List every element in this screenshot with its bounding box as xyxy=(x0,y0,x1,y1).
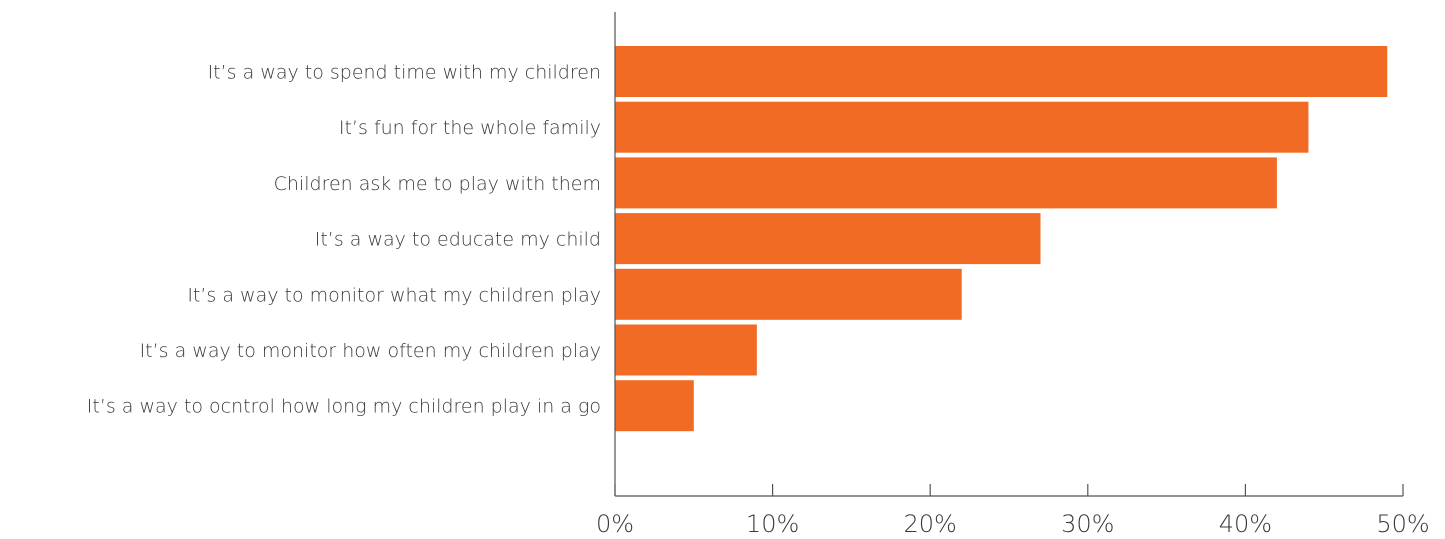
bar-5 xyxy=(615,268,962,320)
x-tick-label-3: 30% xyxy=(1061,510,1114,538)
x-axis-ticks: 0% 10% 20% 30% 40% 50% xyxy=(596,484,1430,538)
category-label-1: It’s a way to spend time with my childre… xyxy=(208,62,601,84)
bar-2 xyxy=(615,101,1309,153)
category-label-4: It’s a way to educate my child xyxy=(315,229,601,251)
x-tick-label-2: 20% xyxy=(904,510,957,538)
x-tick-label-1: 10% xyxy=(746,510,799,538)
bars xyxy=(615,46,1388,432)
bar-3 xyxy=(615,157,1277,209)
category-labels: It’s a way to spend time with my childre… xyxy=(87,62,601,418)
bar-6 xyxy=(615,324,757,376)
category-label-3: Children ask me to play with them xyxy=(274,173,601,195)
bar-4 xyxy=(615,213,1041,265)
bar-1 xyxy=(615,46,1388,97)
x-tick-label-4: 40% xyxy=(1219,510,1272,538)
bar-7 xyxy=(615,380,694,432)
x-tick-label-0: 0% xyxy=(596,510,634,538)
category-label-5: It’s a way to monitor what my children p… xyxy=(187,284,601,306)
category-label-7: It’s a way to ocntrol how long my childr… xyxy=(87,396,601,418)
category-label-2: It’s fun for the whole family xyxy=(339,117,601,139)
x-tick-label-5: 50% xyxy=(1376,510,1429,538)
category-label-6: It’s a way to monitor how often my child… xyxy=(140,340,601,362)
